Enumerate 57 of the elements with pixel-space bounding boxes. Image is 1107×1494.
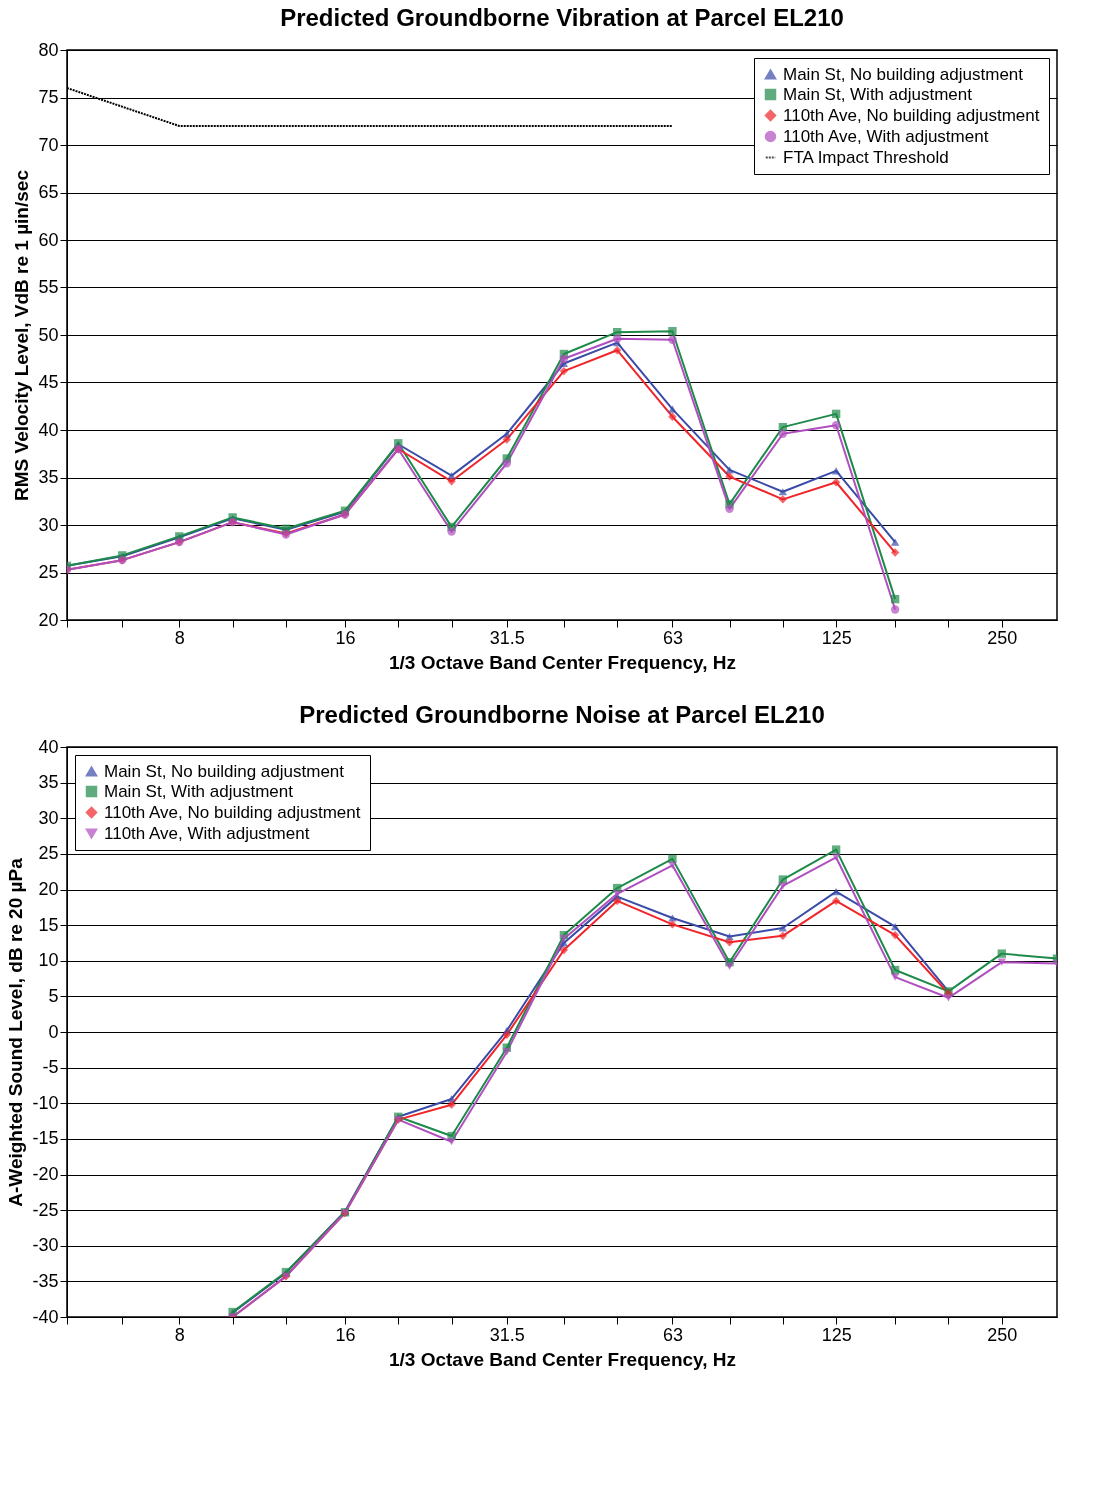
x-tick-label: 250: [987, 627, 1018, 648]
legend-label: Main St, With adjustment: [783, 84, 973, 104]
x-tick-label: 63: [662, 627, 683, 648]
y-tick-label: 80: [38, 39, 59, 60]
y-tick-label: 25: [38, 843, 59, 864]
x-tick-label: 125: [821, 627, 852, 648]
y-tick-label: 15: [38, 914, 59, 935]
x-axis-title: 1/3 Octave Band Center Frequency, Hz: [388, 1348, 737, 1370]
y-tick-label: 10: [38, 950, 59, 971]
legend-label: 110th Ave, With adjustment: [104, 823, 310, 843]
chart-title: Predicted Groundborne Vibration at Parcel EL210: [280, 4, 844, 31]
y-tick-label: -20: [32, 1164, 59, 1184]
y-tick-label: 30: [38, 514, 59, 535]
legend-label: 110th Ave, No building adjustment: [783, 105, 1040, 125]
legend-label: Main St, No building adjustment: [104, 761, 345, 781]
y-tick-label: 60: [38, 229, 59, 250]
legend-label: Main St, With adjustment: [104, 781, 294, 801]
y-tick-label: 25: [38, 562, 59, 582]
y-tick-label: 0: [48, 1021, 59, 1042]
y-tick-label: 30: [38, 807, 59, 828]
y-tick-label: 35: [38, 467, 59, 487]
x-tick-label: 16: [335, 627, 356, 648]
x-tick-label: 63: [662, 1324, 683, 1345]
y-tick-label: -35: [32, 1270, 59, 1291]
legend-label: 110th Ave, With adjustment: [783, 126, 989, 146]
y-axis-title: RMS Velocity Level, VdB re 1 µin/sec: [11, 169, 33, 501]
x-tick-label: 8: [174, 627, 185, 648]
x-tick-label: 31.5: [489, 1324, 525, 1345]
y-tick-label: -15: [32, 1128, 59, 1149]
y-tick-label: -5: [42, 1057, 59, 1078]
y-tick-label: -40: [32, 1306, 59, 1327]
legend-label: 110th Ave, No building adjustment: [104, 802, 361, 822]
legend-label: FTA Impact Threshold: [783, 147, 949, 167]
y-tick-label: 50: [38, 324, 59, 345]
y-tick-label: 65: [38, 182, 59, 202]
x-tick-label: 125: [821, 1324, 852, 1345]
y-tick-label: 75: [38, 87, 59, 107]
y-tick-label: 55: [38, 277, 59, 297]
chart-title: Predicted Groundborne Noise at Parcel EL210: [299, 701, 825, 728]
y-tick-label: 40: [38, 419, 59, 440]
y-tick-label: 20: [38, 879, 59, 899]
x-tick-label: 250: [987, 1324, 1018, 1345]
y-tick-label: 35: [38, 772, 59, 793]
x-tick-label: 31.5: [489, 627, 525, 648]
x-tick-label: 16: [335, 1324, 356, 1345]
x-axis-title: 1/3 Octave Band Center Frequency, Hz: [388, 651, 737, 673]
y-tick-label: 5: [48, 985, 59, 1006]
y-tick-label: -30: [32, 1235, 59, 1256]
y-tick-label: -10: [32, 1092, 59, 1113]
y-tick-label: -25: [32, 1199, 59, 1220]
y-tick-label: 20: [38, 609, 59, 630]
y-axis-title: A-Weighted Sound Level, dB re 20 µPa: [5, 857, 27, 1207]
y-tick-label: 45: [38, 372, 59, 392]
x-tick-label: 8: [174, 1324, 185, 1345]
legend-label: Main St, No building adjustment: [783, 64, 1024, 84]
y-tick-label: 70: [38, 134, 59, 155]
y-tick-label: 40: [38, 736, 59, 757]
